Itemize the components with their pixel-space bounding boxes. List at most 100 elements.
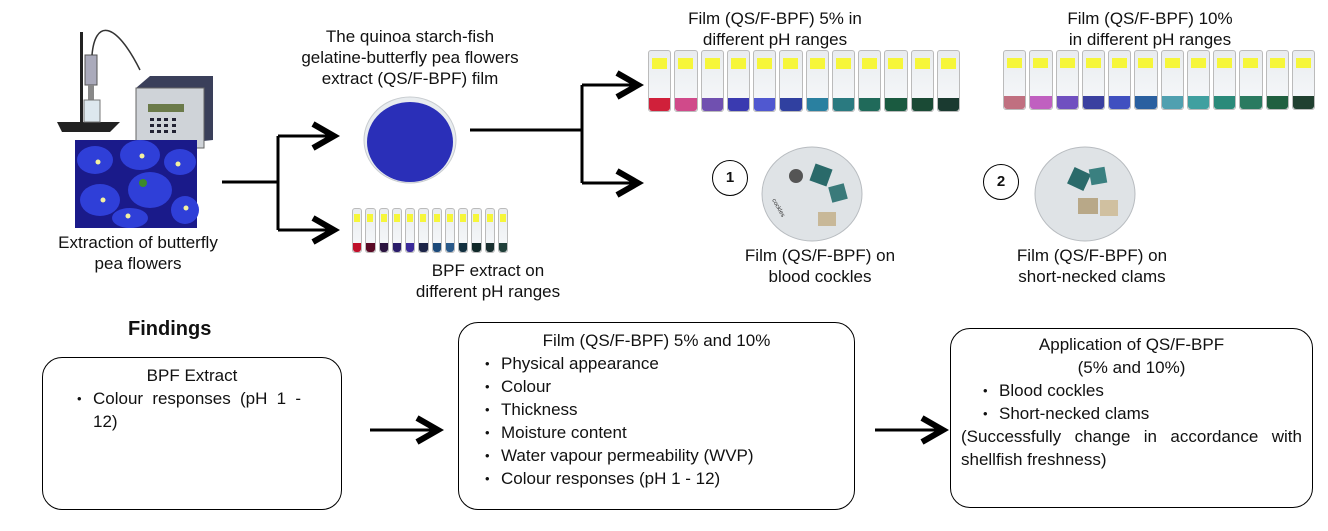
vial-liquid [832, 97, 854, 111]
film10-title-line: Film (QS/F-BPF) 10% [1067, 9, 1233, 28]
box2-item: Colour responses (pH 1 - 12) [485, 467, 840, 490]
vial-liquid [1004, 96, 1026, 109]
box2-item: Moisture content [485, 421, 840, 444]
film10-vials [1003, 50, 1315, 110]
vial [936, 50, 960, 112]
vial-label [888, 58, 904, 69]
sonicator-image [57, 29, 213, 149]
vial [418, 208, 429, 253]
vial-liquid [1266, 96, 1288, 109]
box3-title-line: (5% and 10%) [1077, 358, 1186, 377]
vial [458, 208, 469, 253]
vial-liquid [1082, 96, 1104, 109]
vial-liquid [937, 97, 959, 111]
vial-liquid [392, 242, 401, 252]
vial [753, 50, 777, 112]
vial [484, 208, 495, 253]
findings-box-application: Application of QS/F-BPF (5% and 10%) Blo… [950, 328, 1313, 508]
vial-label [367, 214, 374, 222]
vial-liquid [1187, 96, 1209, 109]
vial-liquid [459, 242, 468, 252]
vial [910, 50, 934, 112]
vial-liquid [419, 242, 428, 252]
film5-title-line: different pH ranges [702, 30, 848, 49]
number-badge-1: 1 [712, 160, 748, 196]
vial-label [914, 58, 930, 69]
vial-liquid [701, 97, 723, 111]
vial-liquid [366, 242, 375, 252]
vial-liquid [353, 242, 362, 252]
bpf-label-line: different pH ranges [415, 282, 561, 301]
film-title-line: gelatine-butterfly pea flowers [301, 48, 519, 67]
vial-label [730, 58, 746, 69]
app1-label: Film (QS/F-BPF) on blood cockles [700, 245, 940, 287]
vial [1239, 50, 1263, 110]
vial [378, 208, 389, 253]
vial-label [757, 58, 773, 69]
vial-label [486, 214, 493, 222]
vial [674, 50, 698, 112]
vial-liquid [1135, 96, 1157, 109]
vial-label [835, 58, 851, 69]
vial-liquid [1030, 96, 1052, 109]
vial [1029, 50, 1053, 110]
vial-label [652, 58, 668, 69]
vial-label [420, 214, 427, 222]
vial [1186, 50, 1210, 110]
box3-item: Blood cockles [983, 379, 1302, 402]
vial-label [1190, 57, 1206, 69]
vial [405, 208, 416, 253]
box1-item: Colour responses (pH 1 - 12) [77, 387, 301, 433]
arrow-extraction-split [222, 136, 280, 230]
vial [365, 208, 376, 253]
vial [805, 50, 829, 112]
vial-label [473, 214, 480, 222]
vial-label [678, 58, 694, 69]
vial-liquid [911, 97, 933, 111]
vial [726, 50, 750, 112]
vial-label [433, 214, 440, 222]
arrow-film-split [470, 85, 584, 183]
vial-label [704, 58, 720, 69]
vial-label [1007, 57, 1023, 69]
film-dish-image [363, 96, 457, 184]
vial [831, 50, 855, 112]
vial-liquid [675, 97, 697, 111]
box3-note: (Successfully change in accordance with … [961, 427, 1302, 469]
vial-label [1164, 57, 1180, 69]
blood-cockles-dish-image: cockles [761, 146, 863, 242]
film10-title: Film (QS/F-BPF) 10% in different pH rang… [1035, 8, 1265, 50]
film10-title-line: in different pH ranges [1068, 30, 1232, 49]
vial [444, 208, 455, 253]
vial [884, 50, 908, 112]
vial [648, 50, 672, 112]
app1-label-line: Film (QS/F-BPF) on [744, 246, 896, 265]
vial-liquid [806, 97, 828, 111]
short-necked-clams-dish-image [1034, 146, 1136, 242]
vial-liquid [1292, 96, 1314, 109]
box3-title-line: Application of QS/F-BPF [1038, 335, 1225, 354]
vial-label [1217, 57, 1233, 69]
vial [497, 208, 508, 253]
vial [352, 208, 363, 253]
vial-label [862, 58, 878, 69]
vial-liquid [498, 242, 507, 252]
vial [1265, 50, 1289, 110]
vial-liquid [1240, 96, 1262, 109]
box2-item: Colour [485, 375, 840, 398]
vial-label [460, 214, 467, 222]
butterfly-pea-flower-image [75, 140, 199, 228]
extraction-label-line: Extraction of butterfly [58, 233, 218, 252]
vial-label [446, 214, 453, 222]
bpf-extract-label: BPF extract on different pH ranges [388, 260, 588, 302]
vial-liquid [379, 242, 388, 252]
vial [1134, 50, 1158, 110]
vial-label [1033, 57, 1049, 69]
box2-item: Water vapour permeability (WVP) [485, 444, 840, 467]
vial-label [1295, 57, 1311, 69]
app2-label-line: short-necked clams [1018, 267, 1166, 286]
vial [700, 50, 724, 112]
vial-liquid [406, 242, 415, 252]
vial-label [1112, 57, 1128, 69]
